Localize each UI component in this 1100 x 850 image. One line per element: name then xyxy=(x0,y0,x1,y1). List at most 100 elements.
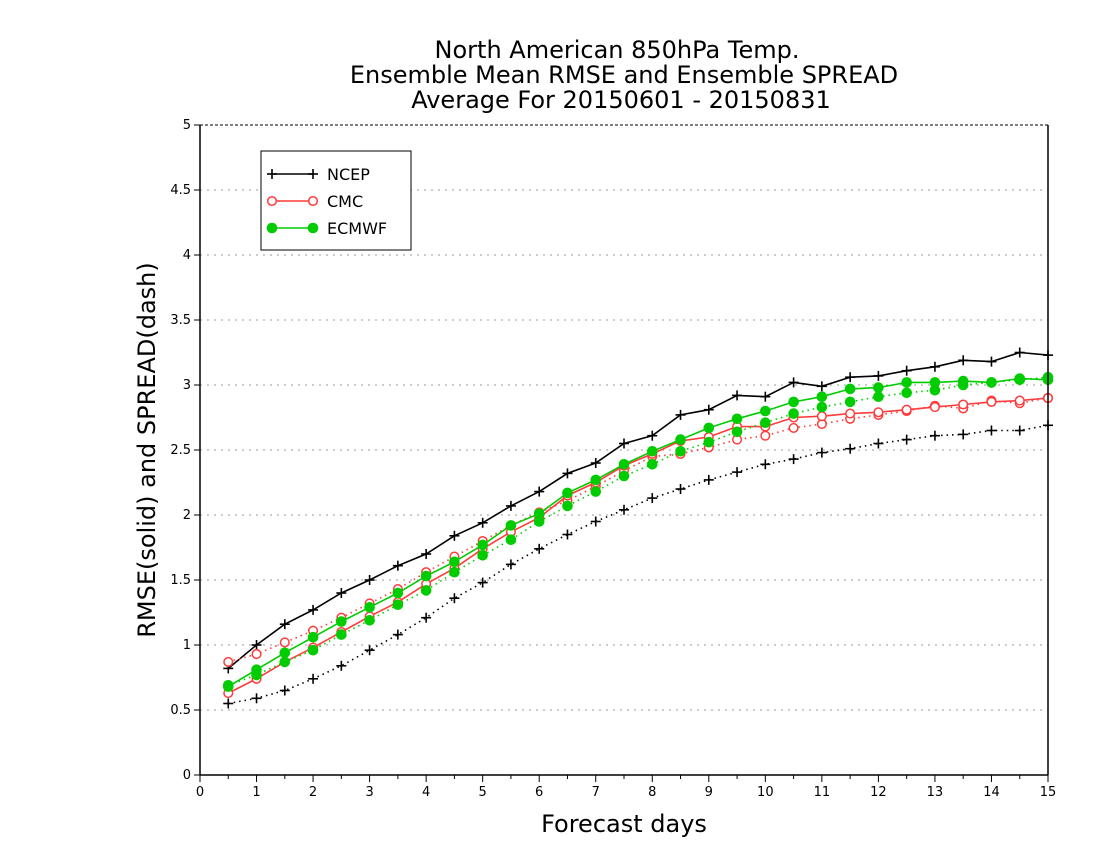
ncep-spread-point-18 xyxy=(732,467,743,478)
ecmwf-spread-point-22 xyxy=(844,396,856,408)
ecmwf-rmse-point-15 xyxy=(646,446,658,457)
ncep-rmse-point-18 xyxy=(732,390,743,401)
cmc-rmse-point-21 xyxy=(816,411,827,422)
ecmwf-rmse-point-22 xyxy=(844,383,856,395)
ncep-spread-line xyxy=(228,424,1049,705)
x-axis-title: Forecast days xyxy=(541,810,707,838)
ecmwf-rmse-point-27 xyxy=(986,377,997,388)
ncep-rmse-point-19 xyxy=(760,391,771,402)
ecmwf-rmse-point-2 xyxy=(279,647,291,659)
ncep-rmse-point-6 xyxy=(392,560,403,571)
cmc-spread-point-0 xyxy=(223,656,234,667)
ecmwf-spread-point-18 xyxy=(731,426,743,438)
ncep-spread-point-9 xyxy=(477,577,488,588)
ecmwf-rmse-point-10 xyxy=(505,520,517,531)
legend-marker-start-ncep xyxy=(267,169,277,179)
ncep-rmse-point-16 xyxy=(675,409,686,420)
legend-marker-end-cmc xyxy=(307,195,319,207)
ecmwf-spread-point-17 xyxy=(703,436,715,448)
ecmwf-spread-point-20 xyxy=(788,408,799,419)
ecmwf-spread-point-3 xyxy=(307,644,319,656)
ncep-rmse-point-2 xyxy=(279,619,290,630)
x-tick-label-14: 14 xyxy=(983,785,1000,800)
ecmwf-rmse-point-28 xyxy=(1014,373,1026,384)
ecmwf-spread-point-7 xyxy=(420,585,432,596)
ncep-rmse-point-9 xyxy=(477,517,488,528)
x-tick-label-0: 0 xyxy=(196,785,204,800)
legend-marker-start-ecmwf xyxy=(266,222,278,234)
ncep-spread-point-20 xyxy=(788,454,799,465)
ecmwf-rmse-line xyxy=(227,377,1049,688)
ecmwf-rmse-point-3 xyxy=(307,631,319,643)
ncep-spread-point-2 xyxy=(279,685,290,696)
chart-title-line-3: Average For 20150601 - 20150831 xyxy=(411,86,831,114)
ecmwf-rmse-point-20 xyxy=(788,396,799,408)
legend-marker-end-ecmwf xyxy=(307,222,319,234)
ncep-spread-point-14 xyxy=(619,504,629,515)
ecmwf-rmse-point-24 xyxy=(901,377,912,388)
ecmwf-spread-point-16 xyxy=(675,446,686,457)
y-tick-label-0: 0 xyxy=(183,768,191,783)
y-tick-label-9: 4.5 xyxy=(170,183,191,198)
cmc-rmse-point-28 xyxy=(1014,395,1025,406)
ecmwf-spread-point-9 xyxy=(477,550,488,561)
ncep-rmse-point-25 xyxy=(929,361,940,372)
ecmwf-rmse-point-1 xyxy=(251,664,262,676)
grid-lines xyxy=(200,189,1048,711)
cmc-rmse-point-24 xyxy=(901,404,912,415)
y-tick-label-10: 5 xyxy=(183,118,191,133)
ncep-spread-point-27 xyxy=(986,425,997,436)
ncep-spread-point-24 xyxy=(901,434,912,445)
legend-marker-start-cmc xyxy=(266,195,278,207)
ncep-rmse-point-3 xyxy=(308,604,319,615)
ncep-rmse-point-1 xyxy=(251,640,262,650)
ncep-rmse-point-20 xyxy=(788,377,799,388)
ecmwf-spread-point-5 xyxy=(364,615,375,626)
x-tick-label-13: 13 xyxy=(927,785,944,800)
ncep-spread-point-21 xyxy=(816,447,827,458)
ncep-spread-point-17 xyxy=(703,474,714,485)
ncep-spread-point-28 xyxy=(1014,425,1025,436)
ncep-spread-point-23 xyxy=(873,438,884,449)
y-tick-label-7: 3.5 xyxy=(170,313,191,328)
series-layer xyxy=(222,347,1054,709)
ecmwf-rmse-point-13 xyxy=(590,474,602,486)
legend-label-ecmwf: ECMWF xyxy=(327,219,387,238)
cmc-rmse-point-26 xyxy=(958,399,969,410)
ecmwf-rmse-point-12 xyxy=(562,487,573,499)
ecmwf-rmse-point-8 xyxy=(449,556,460,568)
y-tick-label-4: 2 xyxy=(183,508,191,523)
x-tick-label-11: 11 xyxy=(814,785,831,800)
ecmwf-rmse-point-17 xyxy=(703,422,715,434)
ecmwf-spread-point-24 xyxy=(901,387,912,399)
axes: 00.511.522.533.544.550 1 2 3 4 5 6 7 8 9 10 11 12 13 1… xyxy=(170,118,1056,800)
x-tick-label-5: 5 xyxy=(479,785,487,800)
ecmwf-rmse-point-4 xyxy=(336,616,347,627)
y-tick-label-3: 1.5 xyxy=(170,573,191,588)
ncep-rmse-point-17 xyxy=(703,404,714,415)
ecmwf-spread-point-13 xyxy=(590,486,602,497)
ncep-rmse-point-22 xyxy=(845,372,856,383)
x-tick-label-10: 10 xyxy=(757,785,774,800)
ncep-rmse-point-24 xyxy=(901,365,912,376)
cmc-spread-point-19 xyxy=(760,430,771,441)
ncep-rmse-point-26 xyxy=(958,355,969,366)
ncep-rmse-point-8 xyxy=(449,530,460,541)
ncep-spread-point-7 xyxy=(421,612,432,623)
ncep-rmse-point-28 xyxy=(1014,347,1025,358)
cmc-spread-point-20 xyxy=(788,422,799,433)
y-axis-title: RMSE(solid) and SPREAD(dash) xyxy=(133,262,161,638)
cmc-rmse-point-25 xyxy=(929,402,940,413)
cmc-rmse-point-23 xyxy=(873,407,884,418)
ecmwf-spread-point-19 xyxy=(760,417,771,429)
ncep-rmse-point-21 xyxy=(816,381,827,392)
ecmwf-rmse-point-14 xyxy=(618,459,630,470)
ncep-rmse-point-7 xyxy=(421,549,432,559)
ncep-rmse-point-11 xyxy=(534,486,545,497)
ncep-spread-point-3 xyxy=(308,673,319,684)
ecmwf-spread-point-23 xyxy=(873,391,884,403)
ncep-spread-point-4 xyxy=(336,660,347,671)
ecmwf-rmse-point-19 xyxy=(760,405,771,417)
ecmwf-rmse-point-16 xyxy=(675,434,686,445)
ncep-spread-point-11 xyxy=(534,543,545,554)
